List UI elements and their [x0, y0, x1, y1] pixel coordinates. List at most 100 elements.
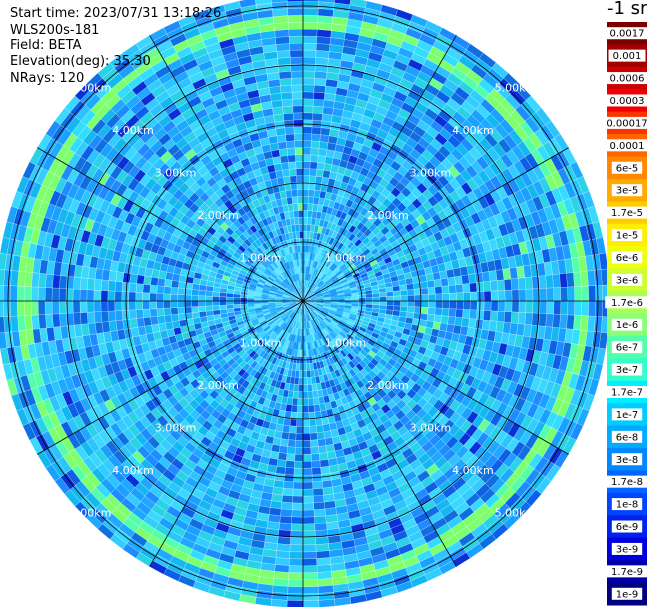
data-bin: [93, 311, 103, 324]
data-bin: [332, 318, 340, 324]
data-bin: [343, 325, 352, 332]
data-bin: [290, 537, 304, 546]
data-bin: [302, 593, 319, 601]
data-bin: [219, 296, 227, 302]
data-bin: [121, 300, 130, 311]
data-bin: [38, 273, 47, 288]
data-bin: [270, 599, 288, 607]
data-bin: [595, 300, 603, 317]
data-bin: [322, 257, 328, 265]
data-bin: [316, 301, 324, 304]
data-bin: [326, 314, 334, 320]
data-bin: [302, 426, 311, 434]
data-bin: [329, 288, 337, 293]
data-bin: [307, 196, 315, 205]
data-bin: [309, 175, 317, 184]
data-bin: [129, 273, 138, 284]
data-bin: [310, 267, 314, 275]
data-bin: [315, 550, 331, 559]
data-bin: [342, 311, 351, 317]
data-bin: [365, 300, 373, 305]
data-bin: [574, 300, 583, 316]
data-bin: [320, 273, 327, 281]
data-bin: [406, 289, 415, 296]
data-bin: [323, 304, 331, 307]
data-bin: [307, 384, 313, 392]
data-bin: [349, 313, 357, 319]
data-bin: [247, 298, 255, 301]
data-bin: [315, 306, 323, 310]
data-bin: [455, 284, 464, 294]
data-bin: [490, 300, 499, 312]
data-bin: [86, 311, 96, 324]
data-bin: [302, 454, 312, 462]
data-bin: [293, 467, 304, 476]
data-bin: [309, 301, 317, 304]
data-bin: [330, 299, 338, 301]
data-bin: [302, 175, 310, 183]
data-bin: [365, 293, 373, 298]
data-bin: [348, 281, 357, 286]
data-bin: [323, 295, 331, 298]
data-bin: [313, 397, 320, 406]
data-bin: [302, 105, 314, 114]
data-bin: [291, 397, 299, 406]
data-bin: [518, 300, 527, 313]
data-bin: [212, 300, 220, 306]
data-bin: [302, 551, 317, 560]
data-bin: [310, 140, 320, 149]
data-bin: [52, 313, 61, 328]
data-bin: [587, 270, 596, 287]
data-bin: [581, 300, 590, 317]
data-bin: [303, 301, 310, 303]
data-bin: [276, 543, 291, 552]
data-bin: [309, 432, 318, 441]
data-bin: [346, 275, 354, 282]
data-bin: [469, 309, 478, 320]
data-bin: [86, 278, 96, 291]
data-bin: [347, 278, 356, 284]
data-bin: [289, 551, 304, 560]
data-bin: [293, 474, 304, 483]
data-bin: [316, 564, 332, 573]
data-bin: [386, 291, 394, 297]
data-bin: [346, 320, 354, 327]
data-bin: [320, 466, 331, 475]
data-bin: [399, 305, 408, 313]
data-bin: [386, 296, 394, 302]
data-bin: [379, 292, 387, 298]
data-bin: [545, 313, 554, 328]
data-bin: [538, 313, 547, 327]
data-bin: [100, 311, 109, 323]
data-bin: [310, 376, 317, 385]
data-bin: [312, 112, 323, 121]
data-bin: [343, 288, 351, 293]
data-bin: [310, 260, 314, 268]
data-bin: [421, 294, 429, 302]
data-bin: [321, 309, 329, 314]
data-bin: [345, 273, 353, 279]
data-bin: [295, 440, 304, 448]
data-bin: [135, 283, 144, 293]
data-bin: [372, 296, 380, 302]
data-bin: [573, 315, 582, 331]
data-bin: [302, 488, 314, 497]
data-bin: [0, 284, 4, 302]
data-bin: [309, 303, 317, 306]
data-bin: [322, 307, 330, 311]
data-bin: [330, 293, 338, 297]
data-bin: [311, 267, 316, 275]
data-bin: [302, 210, 308, 218]
data-bin: [392, 290, 401, 297]
data-bin: [302, 21, 318, 30]
data-bin: [150, 316, 159, 326]
data-bin: [338, 321, 346, 328]
data-bin: [219, 308, 228, 315]
data-bin: [304, 280, 307, 288]
data-bin: [344, 305, 352, 309]
data-bin: [307, 273, 311, 281]
data-bin: [323, 303, 331, 306]
data-bin: [30, 286, 39, 302]
data-bin: [121, 291, 130, 302]
data-bin: [348, 316, 357, 321]
